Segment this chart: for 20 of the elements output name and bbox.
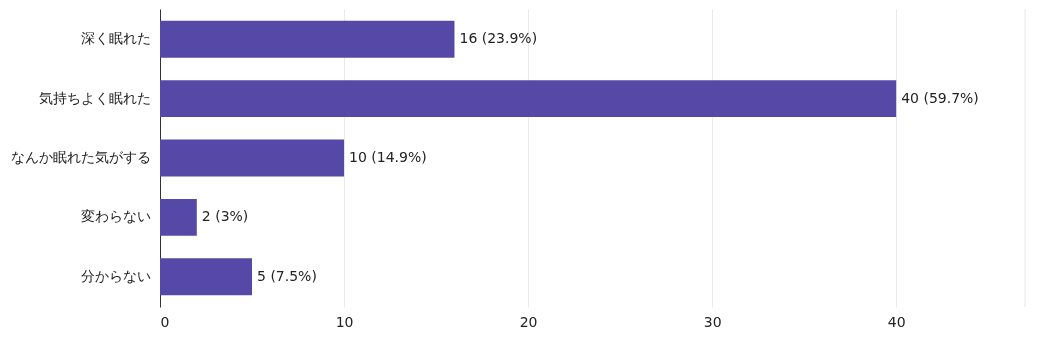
bar [160, 20, 455, 58]
y-tick-label: 気持ちよく眠れた [38, 89, 151, 106]
y-tick-label: 分からない [80, 267, 151, 284]
bar [160, 139, 345, 177]
x-tick-label: 20 [519, 313, 538, 330]
bar [160, 258, 253, 296]
data-label: 10 (14.9%) [349, 149, 427, 165]
y-tick-label: 深く眠れた [80, 30, 151, 47]
bar [160, 80, 897, 118]
data-label: 5 (7.5%) [257, 267, 317, 284]
data-label: 40 (59.7%) [901, 89, 979, 106]
x-tick-label: 0 [160, 313, 170, 330]
x-tick-label: 10 [335, 313, 354, 330]
y-tick-label: 変わらない [80, 208, 151, 225]
y-tick-label: なんか眠れた気がする [10, 149, 151, 165]
x-tick-label: 30 [703, 313, 722, 330]
data-label: 2 (3%) [201, 208, 249, 225]
data-label: 16 (23.9%) [459, 30, 538, 47]
x-tick-label: 40 [887, 313, 906, 330]
bar [160, 198, 197, 236]
